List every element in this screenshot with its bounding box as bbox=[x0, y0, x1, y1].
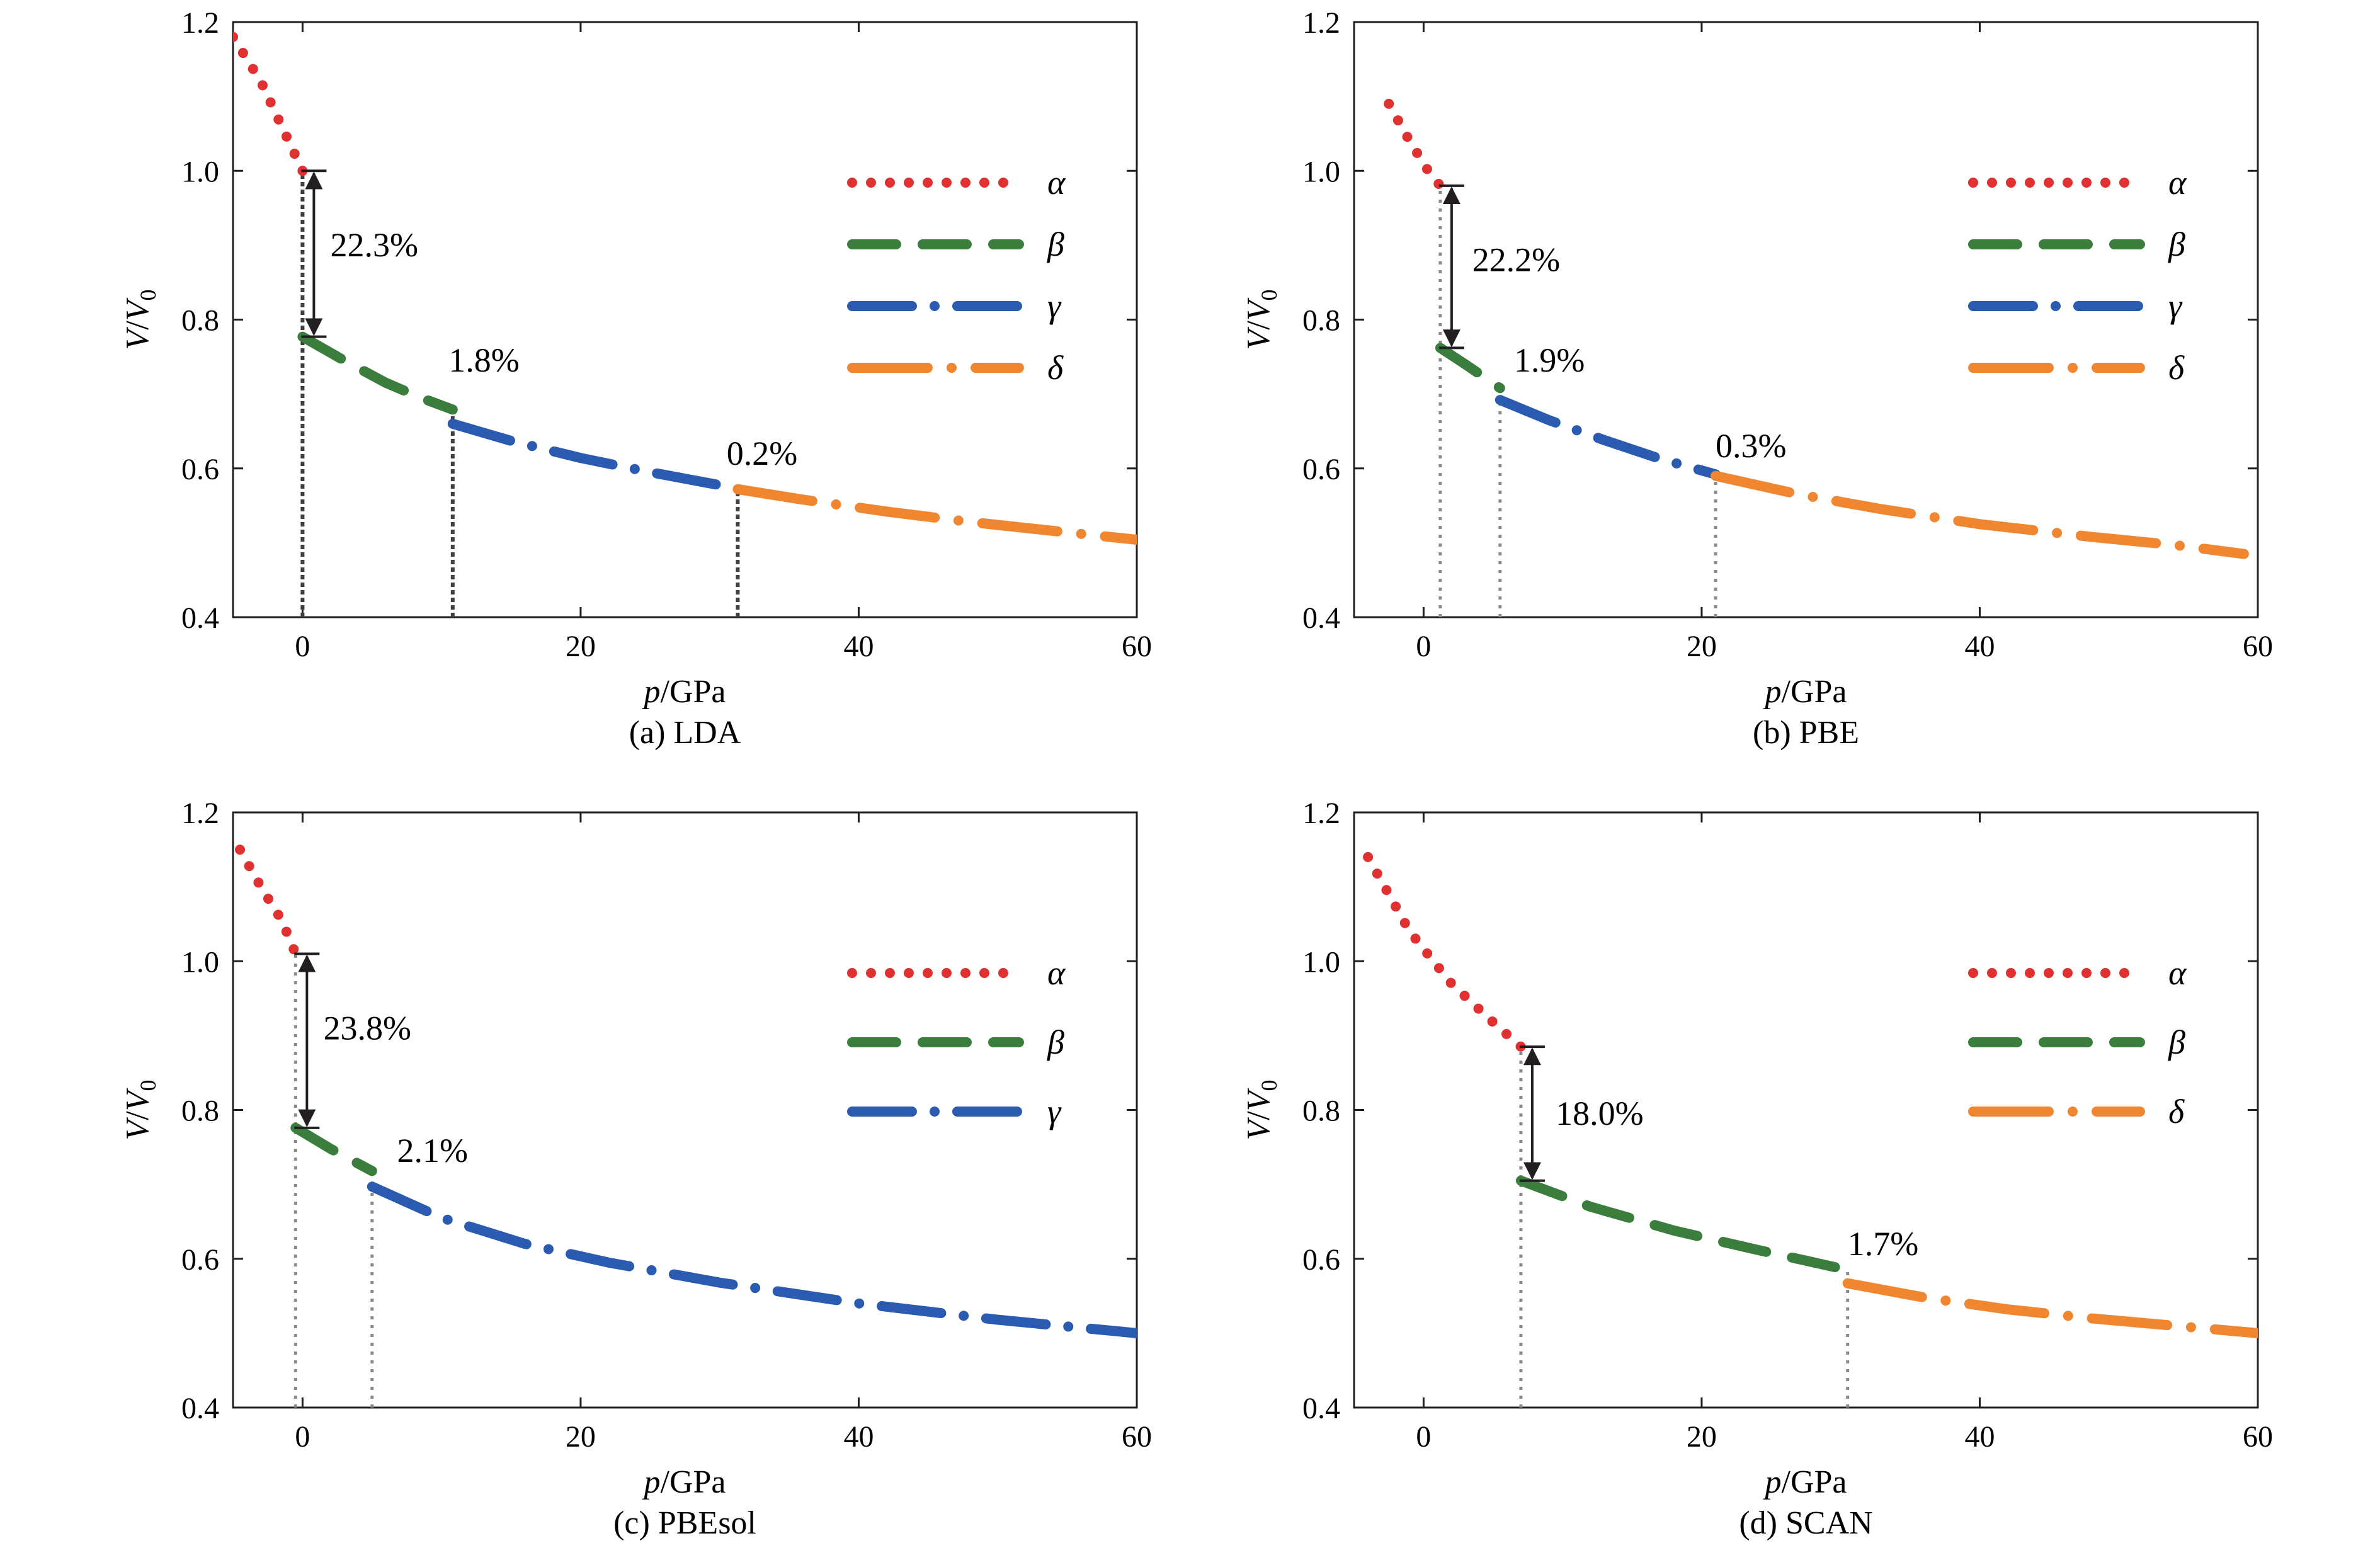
x-tick-label: 20 bbox=[566, 630, 596, 663]
series-line-alpha bbox=[1363, 851, 1526, 1052]
transition-label: 23.8% bbox=[324, 1009, 411, 1047]
x-tick-label: 40 bbox=[1964, 630, 1995, 663]
y-tick-label: 1.2 bbox=[1302, 6, 1340, 40]
x-axis-label: p/GPa bbox=[1763, 1464, 1847, 1500]
panel-pbe: 0 20 40 60 0.4 0.6 0.8 1.0 1.2 p/GPa V/V0 (b) PBE 22… bbox=[1241, 6, 2273, 751]
y-tick-label: 0.4 bbox=[181, 601, 219, 635]
series-line-alpha bbox=[1384, 98, 1445, 191]
y-tick-label: 1.2 bbox=[181, 797, 219, 830]
y-tick-label: 0.4 bbox=[1302, 601, 1340, 635]
y-axis-label: V/V0 bbox=[1241, 1080, 1282, 1141]
y-axis-label: V/V0 bbox=[1241, 290, 1282, 350]
x-axis-label: p/GPa bbox=[642, 674, 726, 710]
legend-label-beta: β bbox=[1047, 225, 1064, 263]
y-tick-label: 0.6 bbox=[181, 453, 219, 486]
legend-label-gamma: γ bbox=[1047, 1093, 1062, 1130]
x-tick-label: 20 bbox=[1687, 1420, 1717, 1454]
transition-label: 0.3% bbox=[1716, 427, 1786, 465]
x-axis-label: p/GPa bbox=[642, 1464, 726, 1500]
x-tick-label: 20 bbox=[1687, 630, 1717, 663]
y-tick-label: 0.6 bbox=[1302, 1243, 1340, 1277]
y-axis-label: V/V0 bbox=[120, 290, 161, 350]
legend-label-gamma: γ bbox=[2168, 287, 2183, 325]
panel-caption: (c) PBEsol bbox=[613, 1505, 756, 1541]
y-tick-label: 1.0 bbox=[1302, 945, 1340, 979]
x-tick-label: 20 bbox=[566, 1420, 596, 1454]
series-line-delta bbox=[1711, 470, 2249, 559]
panel-scan: 0 20 40 60 0.4 0.6 0.8 1.0 1.2 p/GPa V/V0 (d) SCAN 1… bbox=[1241, 797, 2273, 1541]
transition-label: 2.1% bbox=[397, 1132, 468, 1169]
y-tick-label: 1.0 bbox=[1302, 155, 1340, 188]
series-line-beta bbox=[297, 331, 458, 415]
x-tick-label: 60 bbox=[1122, 1420, 1152, 1454]
x-tick-label: 60 bbox=[2243, 630, 2273, 663]
series-group bbox=[1384, 98, 2249, 559]
x-tick-label: 0 bbox=[1416, 1420, 1431, 1454]
x-tick-label: 40 bbox=[843, 1420, 874, 1454]
legend-label-beta: β bbox=[2168, 225, 2185, 263]
y-tick-label: 0.6 bbox=[181, 1243, 219, 1277]
series-group bbox=[235, 845, 1137, 1338]
y-tick-label: 1.0 bbox=[181, 155, 219, 188]
series-group bbox=[233, 31, 1137, 545]
x-tick-label: 0 bbox=[1416, 630, 1431, 663]
series-line-gamma bbox=[1495, 395, 1721, 480]
y-tick-label: 0.8 bbox=[1302, 304, 1340, 338]
legend-label-delta: δ bbox=[1047, 349, 1064, 387]
panel-caption: (a) LDA bbox=[629, 715, 741, 751]
y-tick-label: 0.8 bbox=[181, 304, 219, 338]
series-line-alpha bbox=[235, 845, 301, 959]
transition-label: 1.9% bbox=[1514, 341, 1585, 379]
transition-label: 22.2% bbox=[1472, 241, 1560, 279]
legend-label-alpha: α bbox=[1047, 954, 1066, 992]
legend-label-alpha: α bbox=[1047, 164, 1066, 202]
legend-label-beta: β bbox=[2168, 1023, 2185, 1061]
panel-caption: (b) PBE bbox=[1753, 715, 1859, 751]
transition-label: 0.2% bbox=[727, 435, 797, 472]
y-tick-label: 1.2 bbox=[1302, 797, 1340, 830]
series-line-delta bbox=[1842, 1278, 2258, 1338]
x-tick-label: 60 bbox=[1122, 630, 1152, 663]
series-line-alpha bbox=[233, 31, 308, 176]
x-tick-label: 0 bbox=[295, 1420, 310, 1454]
panel-caption: (d) SCAN bbox=[1739, 1505, 1872, 1541]
series-group bbox=[1363, 851, 2258, 1338]
y-tick-label: 0.4 bbox=[1302, 1392, 1340, 1425]
panel-lda: 0 20 40 60 0.4 0.6 0.8 1.0 1.2 p/GPa V/V0 (a) LDA 22… bbox=[120, 6, 1152, 751]
x-tick-label: 60 bbox=[2243, 1420, 2273, 1454]
x-tick-label: 40 bbox=[843, 630, 874, 663]
transition-label: 1.7% bbox=[1848, 1225, 1918, 1263]
transition-label: 1.8% bbox=[448, 341, 519, 379]
transition-label: 18.0% bbox=[1556, 1095, 1643, 1132]
y-tick-label: 0.6 bbox=[1302, 453, 1340, 486]
transition-label: 22.3% bbox=[331, 226, 418, 264]
y-tick-label: 0.4 bbox=[181, 1392, 219, 1425]
legend-label-alpha: α bbox=[2168, 954, 2187, 992]
legend-label-beta: β bbox=[1047, 1023, 1064, 1061]
series-line-gamma bbox=[447, 418, 743, 494]
x-tick-label: 0 bbox=[295, 630, 310, 663]
x-axis-label: p/GPa bbox=[1763, 674, 1847, 710]
series-line-beta bbox=[290, 1122, 377, 1176]
legend-label-alpha: α bbox=[2168, 164, 2187, 202]
series-line-gamma bbox=[367, 1181, 1137, 1338]
y-tick-label: 1.2 bbox=[181, 6, 219, 40]
x-tick-label: 40 bbox=[1964, 1420, 1995, 1454]
plot-frame bbox=[1353, 21, 2259, 618]
legend-label-gamma: γ bbox=[1047, 287, 1062, 325]
series-line-beta bbox=[1435, 343, 1505, 394]
series-line-beta bbox=[1515, 1175, 1853, 1275]
legend-label-delta: δ bbox=[2168, 1093, 2185, 1130]
y-tick-label: 1.0 bbox=[181, 945, 219, 979]
y-axis-label: V/V0 bbox=[120, 1080, 161, 1141]
y-tick-label: 0.8 bbox=[181, 1095, 219, 1128]
series-line-delta bbox=[732, 484, 1137, 545]
y-tick-label: 0.8 bbox=[1302, 1095, 1340, 1128]
legend-label-delta: δ bbox=[2168, 349, 2185, 387]
panel-pbesol: 0 20 40 60 0.4 0.6 0.8 1.0 1.2 p/GPa V/V0 (c) PBEso… bbox=[120, 797, 1152, 1541]
